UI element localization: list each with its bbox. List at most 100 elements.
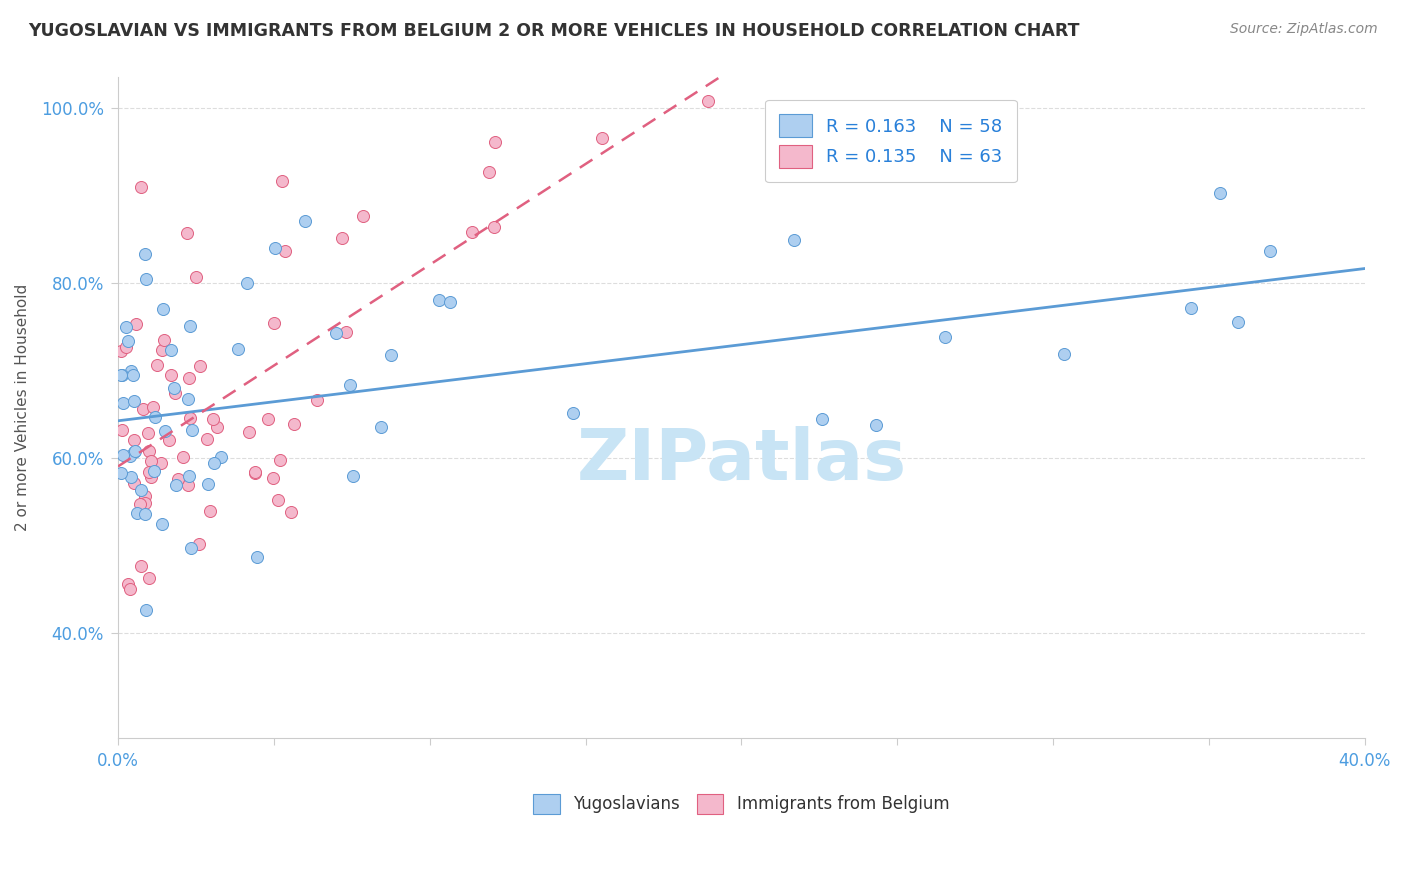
Point: [165, 478, 187, 492]
Point: [139, 454, 162, 468]
Point: [461, 226, 484, 240]
Point: [117, 577, 139, 591]
Point: [134, 507, 156, 521]
Point: [150, 343, 173, 358]
Point: [427, 293, 450, 307]
Point: [117, 334, 139, 349]
Point: [129, 179, 152, 194]
Point: [142, 400, 165, 414]
Point: [177, 478, 200, 492]
Point: [131, 401, 153, 416]
Point: [159, 368, 181, 383]
Point: [120, 364, 142, 378]
Point: [131, 483, 153, 497]
Y-axis label: 2 or more Vehicles in Household: 2 or more Vehicles in Household: [15, 285, 30, 532]
Point: [238, 425, 260, 439]
Point: [335, 325, 357, 339]
Point: [188, 359, 211, 373]
Point: [134, 496, 156, 510]
Point: [439, 295, 461, 310]
Point: [184, 270, 207, 285]
Point: [122, 394, 145, 409]
Point: [271, 174, 294, 188]
Legend: Yugoslavians, Immigrants from Belgium: Yugoslavians, Immigrants from Belgium: [524, 786, 957, 822]
Point: [246, 550, 269, 565]
Point: [177, 392, 200, 406]
Point: [155, 425, 177, 439]
Text: ZIPatlas: ZIPatlas: [576, 426, 907, 495]
Point: [1180, 301, 1202, 315]
Point: [262, 471, 284, 485]
Point: [166, 472, 188, 486]
Point: [339, 378, 361, 392]
Point: [112, 449, 135, 463]
Point: [128, 497, 150, 511]
Point: [121, 368, 143, 382]
Point: [283, 417, 305, 432]
Point: [180, 541, 202, 555]
Point: [256, 412, 278, 426]
Point: [1227, 315, 1250, 329]
Point: [153, 333, 176, 347]
Point: [138, 572, 160, 586]
Point: [149, 457, 172, 471]
Point: [198, 504, 221, 518]
Point: [280, 505, 302, 519]
Point: [274, 244, 297, 258]
Point: [111, 423, 134, 437]
Point: [269, 452, 291, 467]
Point: [307, 392, 329, 407]
Point: [380, 348, 402, 362]
Point: [157, 433, 180, 447]
Point: [142, 464, 165, 478]
Point: [325, 326, 347, 340]
Point: [125, 506, 148, 520]
Point: [207, 420, 229, 434]
Point: [179, 371, 201, 385]
Point: [179, 319, 201, 334]
Point: [370, 420, 392, 434]
Point: [294, 214, 316, 228]
Point: [332, 231, 354, 245]
Point: [236, 276, 259, 290]
Point: [134, 247, 156, 261]
Point: [139, 469, 162, 483]
Point: [934, 329, 956, 343]
Point: [187, 537, 209, 551]
Point: [226, 342, 249, 356]
Point: [591, 130, 613, 145]
Point: [150, 516, 173, 531]
Point: [263, 316, 285, 330]
Point: [163, 381, 186, 395]
Point: [195, 432, 218, 446]
Point: [484, 135, 506, 149]
Point: [111, 368, 134, 382]
Point: [145, 358, 167, 372]
Point: [484, 220, 506, 235]
Point: [152, 302, 174, 317]
Text: YUGOSLAVIAN VS IMMIGRANTS FROM BELGIUM 2 OR MORE VEHICLES IN HOUSEHOLD CORRELATI: YUGOSLAVIAN VS IMMIGRANTS FROM BELGIUM 2…: [28, 22, 1080, 40]
Point: [179, 411, 201, 425]
Point: [110, 466, 132, 480]
Point: [342, 469, 364, 483]
Point: [197, 477, 219, 491]
Point: [135, 271, 157, 285]
Point: [160, 343, 183, 358]
Point: [143, 409, 166, 424]
Point: [1258, 244, 1281, 258]
Point: [115, 340, 138, 354]
Point: [697, 94, 720, 108]
Point: [138, 465, 160, 479]
Point: [201, 412, 224, 426]
Point: [111, 395, 134, 409]
Point: [131, 559, 153, 574]
Point: [243, 465, 266, 479]
Point: [136, 425, 159, 440]
Point: [263, 241, 285, 255]
Point: [352, 209, 374, 223]
Text: Source: ZipAtlas.com: Source: ZipAtlas.com: [1230, 22, 1378, 37]
Point: [243, 467, 266, 481]
Point: [1208, 186, 1230, 201]
Point: [176, 226, 198, 240]
Point: [120, 582, 142, 596]
